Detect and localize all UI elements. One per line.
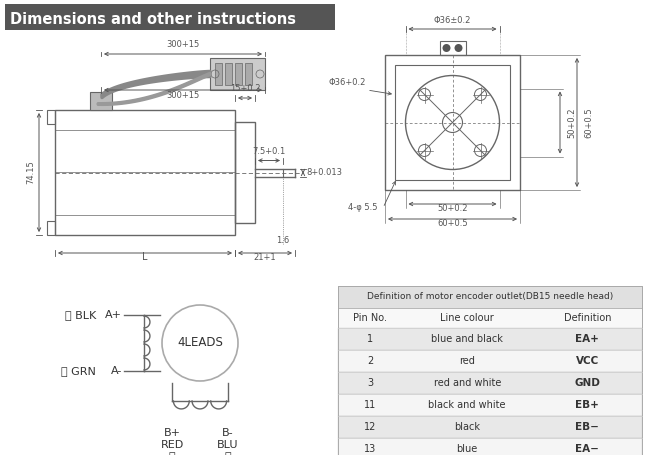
Bar (338, 438, 642, 455)
Text: 300+15: 300+15 (166, 40, 200, 49)
Bar (245, 63, 252, 85)
Text: A+: A+ (105, 310, 122, 320)
Text: 4-φ 5.5: 4-φ 5.5 (348, 203, 377, 212)
Bar (55, 110, 235, 235)
Text: BLU: BLU (217, 440, 239, 450)
Text: 50+0.2: 50+0.2 (437, 204, 468, 213)
Text: EA−: EA− (575, 444, 599, 454)
Text: 12: 12 (364, 422, 376, 432)
Text: blue and black: blue and black (431, 334, 503, 344)
Text: 7.5+0.1: 7.5+0.1 (252, 147, 285, 157)
Bar (47, 110, 55, 124)
Text: 红: 红 (169, 452, 176, 455)
Text: EB−: EB− (575, 422, 599, 432)
Text: Dimensions and other instructions: Dimensions and other instructions (10, 12, 296, 27)
Text: 綠 GRN: 綠 GRN (61, 366, 96, 376)
Bar (338, 308, 642, 328)
Text: 15+0.2: 15+0.2 (229, 84, 260, 93)
Bar (225, 63, 232, 85)
Bar (338, 372, 642, 394)
Text: VCC: VCC (576, 356, 599, 366)
Text: EA+: EA+ (575, 334, 599, 344)
Bar (235, 122, 255, 223)
Text: GND: GND (575, 378, 600, 388)
Bar (47, 221, 55, 235)
Text: Definition of motor encoder outlet(DB15 needle head): Definition of motor encoder outlet(DB15 … (367, 293, 613, 302)
Text: 60+0.5: 60+0.5 (584, 107, 593, 138)
Bar (90, 92, 112, 110)
Text: 300+15: 300+15 (166, 91, 200, 100)
Bar (338, 416, 642, 438)
Text: 1.6: 1.6 (276, 236, 290, 245)
Text: 50+0.2: 50+0.2 (567, 107, 576, 138)
Bar (5, 4, 335, 30)
Text: 8+0.013: 8+0.013 (306, 168, 342, 177)
Text: L: L (142, 252, 148, 262)
Text: 3: 3 (367, 378, 373, 388)
Text: A-: A- (111, 366, 122, 376)
Text: Pin No.: Pin No. (353, 313, 387, 323)
Text: 60+0.5: 60+0.5 (437, 219, 468, 228)
Bar (338, 394, 642, 416)
Text: red: red (460, 356, 475, 366)
Text: RED: RED (161, 440, 183, 450)
Bar (385, 55, 520, 190)
Text: black and white: black and white (428, 400, 506, 410)
Text: Definition: Definition (564, 313, 611, 323)
Text: 13: 13 (364, 444, 376, 454)
Text: black: black (454, 422, 480, 432)
Text: 21+1: 21+1 (254, 253, 276, 262)
Text: red and white: red and white (434, 378, 501, 388)
Bar (235, 63, 242, 85)
Circle shape (454, 44, 463, 52)
Text: 74.15: 74.15 (26, 161, 35, 184)
Text: 11: 11 (364, 400, 376, 410)
Circle shape (443, 44, 450, 52)
Bar (338, 286, 642, 308)
Bar (338, 328, 642, 350)
Text: Line colour: Line colour (440, 313, 494, 323)
Text: 1: 1 (367, 334, 373, 344)
Text: Φ36+0.2: Φ36+0.2 (328, 78, 366, 87)
Bar (215, 63, 222, 85)
Text: 4LEADS: 4LEADS (177, 337, 223, 349)
Text: B-: B- (222, 428, 234, 438)
Bar (338, 350, 642, 372)
Text: EB+: EB+ (575, 400, 599, 410)
Bar (210, 58, 265, 90)
Bar (439, 41, 465, 55)
Text: B+: B+ (164, 428, 181, 438)
Bar (338, 286, 642, 455)
Text: blue: blue (456, 444, 478, 454)
Text: Φ36±0.2: Φ36±0.2 (434, 16, 471, 25)
Text: 2: 2 (367, 356, 373, 366)
Bar (395, 65, 510, 180)
Text: 蓝: 蓝 (225, 452, 231, 455)
Text: 黑 BLK: 黑 BLK (65, 310, 96, 320)
